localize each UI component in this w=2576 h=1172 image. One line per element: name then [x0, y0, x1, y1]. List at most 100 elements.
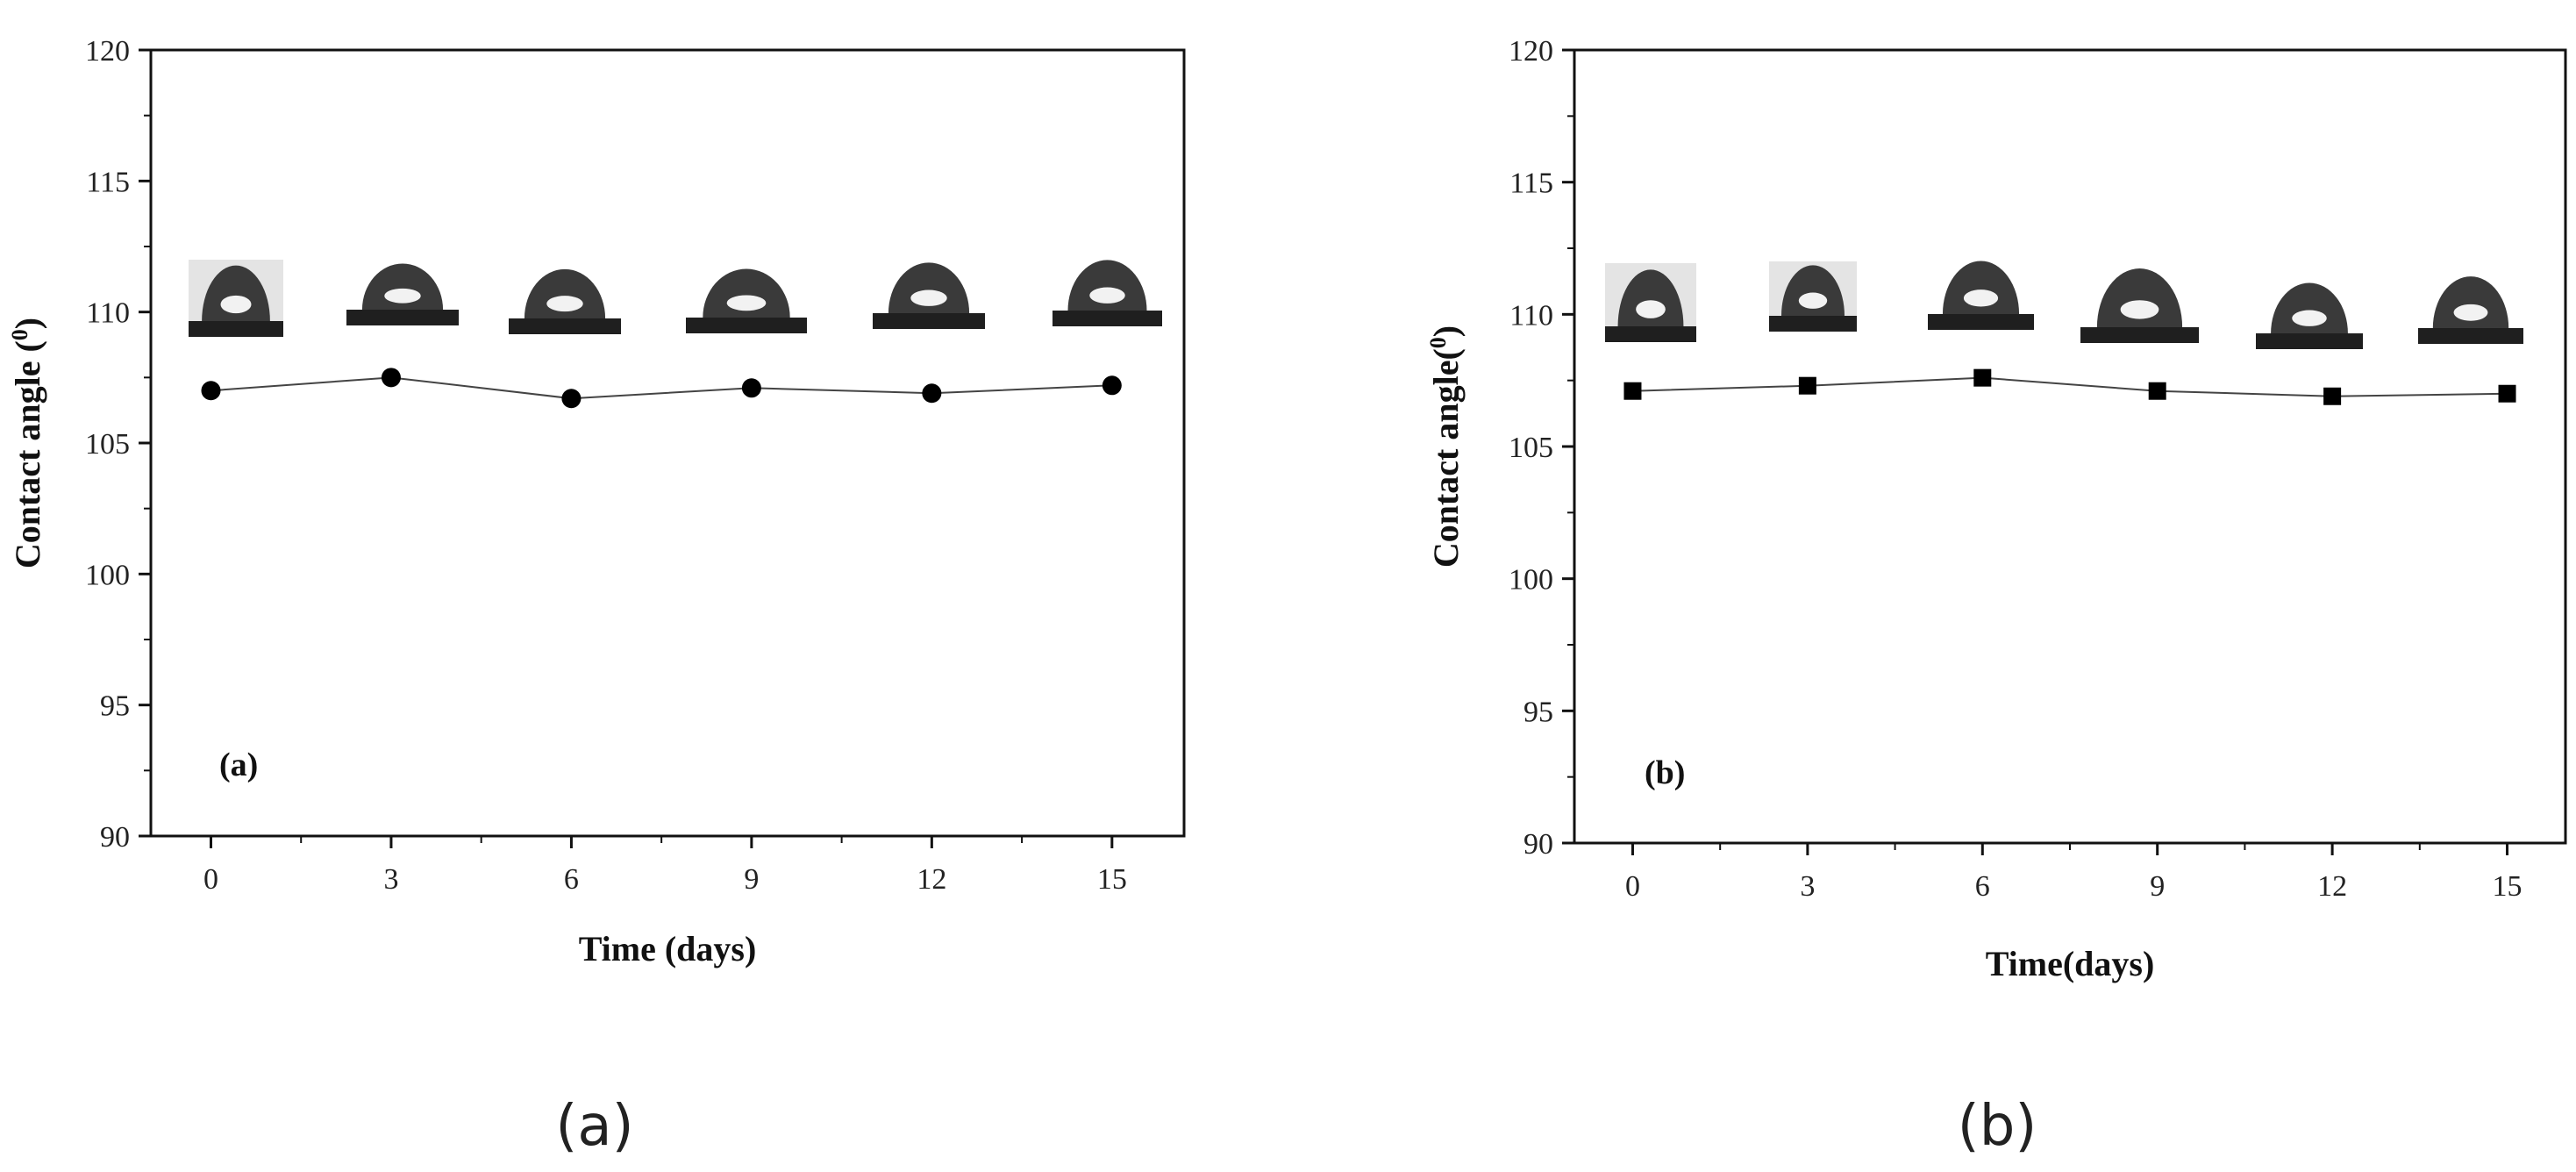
data-point	[2148, 382, 2166, 400]
droplet-substrate	[1769, 316, 1857, 332]
y-tick-label: 120	[1509, 35, 1553, 68]
x-tick-label: 9	[744, 863, 759, 896]
panel-caption: (b)	[1958, 1094, 2037, 1159]
droplet-image	[1928, 261, 2034, 330]
droplet-highlight	[2292, 310, 2327, 326]
series-line	[1632, 376, 2508, 397]
panel-caption: (a)	[555, 1094, 633, 1159]
droplet-substrate	[1605, 326, 1696, 342]
droplet-highlight	[726, 295, 767, 311]
droplet-substrate	[189, 321, 283, 337]
data-point	[2323, 387, 2342, 405]
x-axis-title: Time(days)	[1986, 944, 2155, 983]
droplet-highlight	[220, 295, 252, 314]
droplet-shape	[361, 263, 444, 310]
y-tick-label: 100	[1509, 564, 1553, 597]
x-tick-label: 6	[564, 863, 579, 896]
x-axis-title: Time (days)	[579, 929, 757, 968]
data-point	[1973, 368, 1992, 387]
y-tick-label: 105	[85, 428, 130, 461]
droplet-highlight	[1963, 289, 1999, 307]
droplet-substrate	[1053, 311, 1162, 326]
droplet-shape	[1617, 269, 1684, 326]
droplet-substrate	[346, 310, 459, 325]
droplet-highlight	[384, 288, 421, 304]
y-axis-title-sup: 0	[7, 329, 32, 340]
x-tick-label: 12	[917, 863, 946, 896]
y-tick-label: 95	[100, 690, 130, 723]
y-tick-label: 110	[1509, 299, 1553, 332]
droplet-substrate	[2256, 333, 2363, 349]
droplet-highlight	[2453, 304, 2488, 321]
droplet-image	[2080, 268, 2199, 343]
y-tick-label: 115	[86, 166, 130, 198]
plot-frame	[149, 48, 1186, 838]
series-line	[211, 376, 1112, 400]
y-tick-label: 100	[85, 559, 130, 591]
droplet-shape	[703, 268, 790, 318]
droplet-highlight	[2120, 300, 2159, 319]
droplet-image	[686, 268, 807, 333]
plot-frame	[1573, 48, 2567, 845]
droplet-highlight	[1089, 287, 1125, 304]
panel-tag: (b)	[1645, 754, 1685, 791]
y-axis-title-end: )	[8, 318, 47, 329]
y-tick-label: 95	[1523, 696, 1553, 728]
droplet-shape	[202, 265, 270, 321]
data-point	[1102, 375, 1122, 396]
panel-tag: (a)	[219, 747, 258, 783]
droplet-shape	[1942, 261, 2020, 314]
droplet-substrate	[509, 318, 621, 334]
y-tick-label: 90	[1523, 828, 1553, 861]
droplet-image	[1605, 263, 1696, 342]
x-tick-label: 0	[1625, 870, 1640, 903]
y-axis-title: Contact angle(0)	[1425, 325, 1466, 568]
droplet-image	[1053, 260, 1162, 326]
y-axis-title-end: )	[1426, 325, 1466, 337]
x-tick-label: 3	[1800, 870, 1815, 903]
data-point	[1798, 376, 1816, 395]
y-tick-label: 120	[85, 35, 130, 68]
droplet-shape	[2096, 268, 2183, 327]
droplet-substrate	[1928, 314, 2034, 330]
y-axis-title-main: Contact angle (	[8, 340, 47, 568]
data-point	[922, 383, 942, 404]
droplet-substrate	[686, 318, 807, 333]
y-tick-label: 90	[100, 821, 130, 854]
y-axis-title: Contact angle (0)	[7, 318, 47, 568]
x-tick-label: 15	[2493, 870, 2522, 903]
y-tick-label: 110	[86, 297, 130, 330]
y-tick-label: 115	[1509, 168, 1553, 200]
panel-b-chart: 90 95 100 105 110 115 120 0 3 6 9 12 15 Time(days) Con…	[1425, 35, 2567, 1159]
x-tick-label: 12	[2317, 870, 2347, 903]
droplet-shape	[2271, 282, 2348, 333]
droplet-highlight	[1798, 292, 1828, 309]
x-tick-label: 15	[1097, 863, 1127, 896]
data-point	[1623, 382, 1642, 400]
droplet-image	[2256, 282, 2363, 349]
droplet-image	[2418, 276, 2523, 344]
droplet-image	[509, 268, 621, 334]
droplet-shape	[524, 268, 606, 318]
y-axis-title-main: Contact angle(	[1426, 348, 1466, 568]
x-tick-label: 3	[383, 863, 398, 896]
data-point	[561, 389, 582, 409]
data-point	[2498, 384, 2516, 403]
x-tick-label: 0	[203, 863, 218, 896]
x-tick-label: 6	[1975, 870, 1990, 903]
x-tick-label: 9	[2150, 870, 2165, 903]
y-axis-title-sup: 0	[1425, 337, 1451, 348]
y-tick-label: 105	[1509, 432, 1553, 464]
droplet-shape	[888, 262, 970, 313]
droplet-highlight	[1636, 300, 1666, 318]
data-point	[381, 368, 401, 388]
droplet-shape	[1067, 260, 1147, 311]
droplet-image	[346, 263, 459, 325]
droplet-image	[189, 260, 283, 337]
droplet-shape	[1781, 265, 1845, 316]
droplet-substrate	[873, 313, 985, 329]
droplet-substrate	[2418, 328, 2523, 344]
data-point	[741, 378, 761, 398]
data-point	[201, 381, 221, 401]
